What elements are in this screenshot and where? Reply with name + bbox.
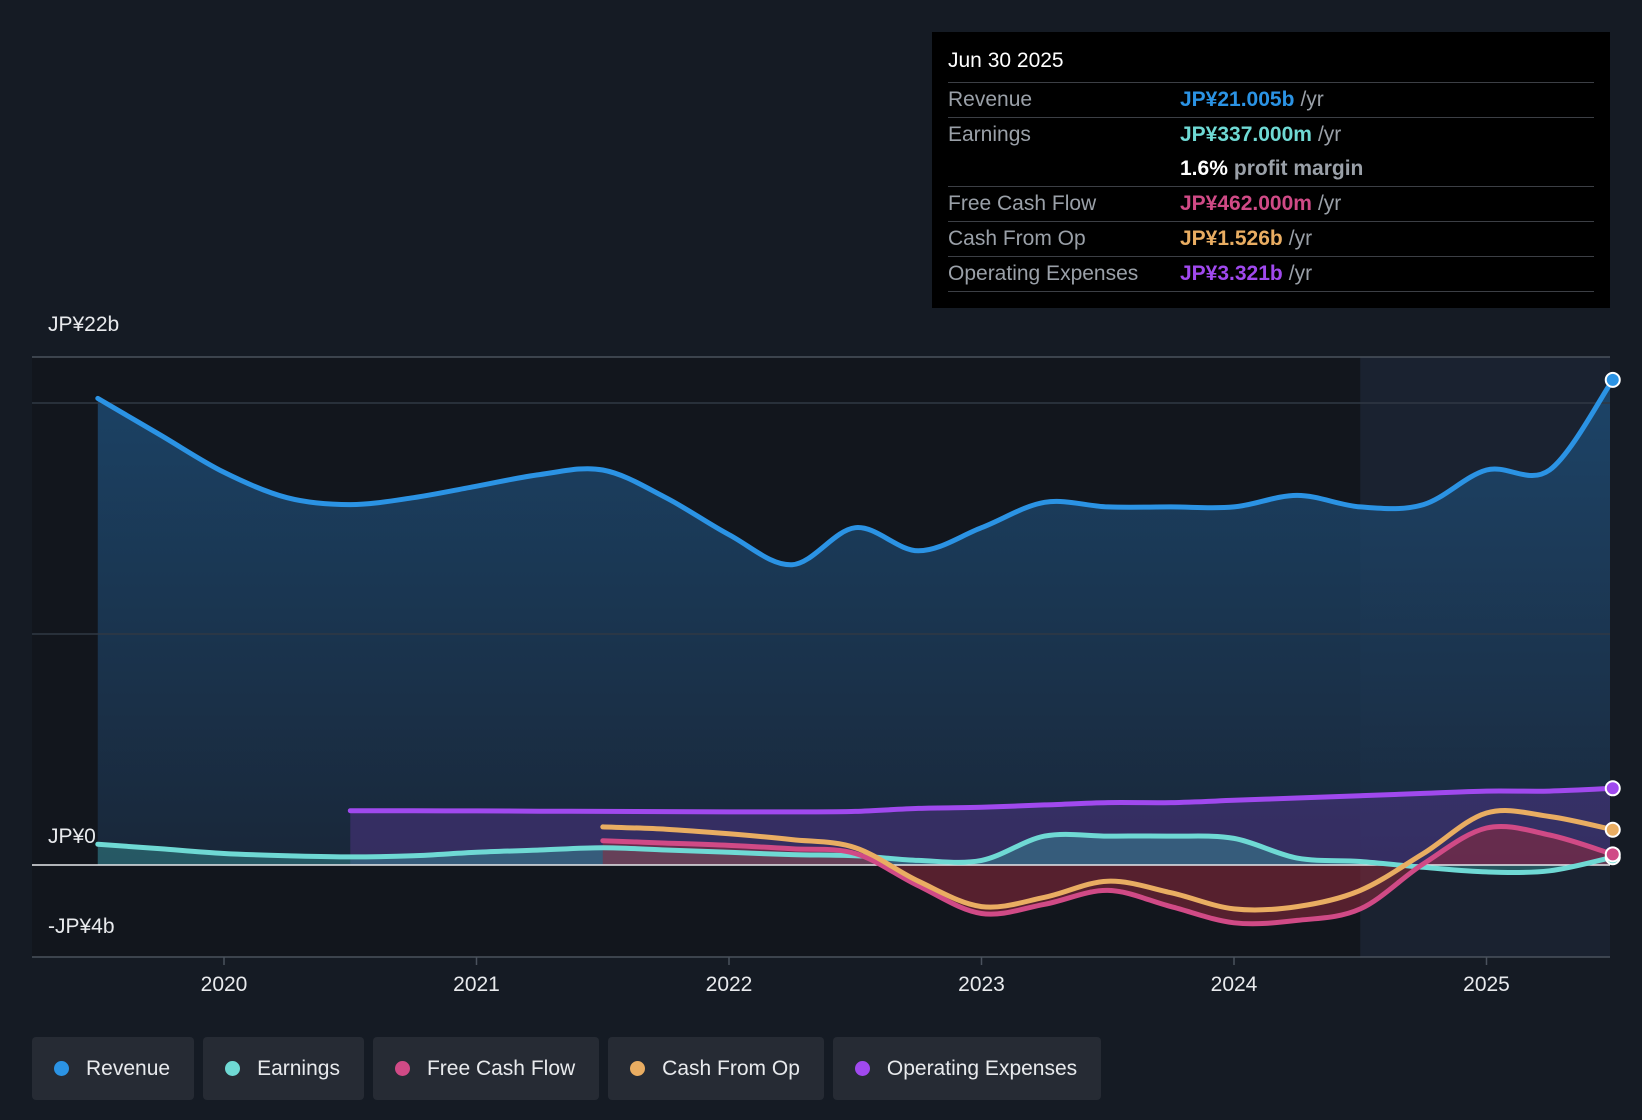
free-cash-flow-dot-icon — [394, 1061, 410, 1076]
legend-item-free-cash-flow[interactable]: Free Cash Flow — [372, 1037, 600, 1100]
operating-expenses-dot-icon — [854, 1061, 870, 1076]
free-cash-flow-end-marker — [1604, 846, 1621, 863]
tooltip-unit: /yr — [1317, 192, 1342, 215]
cash-from-op-end-marker — [1604, 821, 1621, 838]
y-tick-label: JP¥0 — [48, 825, 96, 848]
data-tooltip: Jun 30 2025 Revenue JP¥21.005b /yr Earni… — [932, 32, 1610, 308]
x-tick-label: 2022 — [706, 973, 753, 996]
revenue-area — [97, 384, 1610, 865]
tooltip-label: Revenue — [948, 88, 1033, 111]
legend-item-operating-expenses[interactable]: Operating Expenses — [832, 1037, 1102, 1100]
cash-from-op-dot-icon — [630, 1061, 646, 1076]
revenue-line — [95, 377, 1616, 568]
tooltip-unit: /yr — [1317, 123, 1342, 146]
legend-item-cash-from-op[interactable]: Cash From Op — [608, 1037, 824, 1100]
earnings-area — [97, 834, 1610, 873]
revenue-end-marker — [1604, 371, 1621, 388]
tooltip-value: JP¥21.005b — [1180, 88, 1295, 111]
legend-item-revenue[interactable]: Revenue — [32, 1037, 195, 1100]
tooltip-row-earnings: Earnings JP¥337.000m /yr — [948, 117, 1594, 152]
tooltip-date: Jun 30 2025 — [948, 49, 1064, 72]
chart-svg: JP¥22b JP¥0 -JP¥4b 2020 2021 2022 2023 2024 2025 — [32, 313, 1621, 996]
tooltip-row-free-cash-flow: Free Cash Flow JP¥462.000m /yr — [948, 186, 1594, 221]
legend-label: Free Cash Flow — [426, 1056, 576, 1080]
tooltip-row-cash-from-op: Cash From Op JP¥1.526b /yr — [948, 221, 1594, 256]
x-tick-label: 2023 — [958, 973, 1005, 996]
tooltip-label: Earnings — [948, 123, 1031, 146]
cash-from-op-line — [600, 808, 1616, 913]
y-tick-label: -JP¥4b — [48, 915, 115, 938]
operating-expenses-end-marker — [1604, 780, 1621, 797]
operating-expenses-line — [347, 785, 1616, 815]
plot-group — [97, 384, 1610, 924]
tooltip-row-revenue: Revenue JP¥21.005b /yr — [948, 82, 1594, 117]
tooltip-value: JP¥3.321b — [1180, 262, 1283, 285]
tooltip-unit: /yr — [1300, 88, 1324, 111]
tooltip-value: JP¥1.526b — [1180, 227, 1283, 250]
tooltip-value: JP¥337.000m — [1180, 123, 1312, 146]
legend-label: Cash From Op — [662, 1056, 800, 1080]
x-tick-label: 2025 — [1463, 973, 1510, 996]
free-cash-flow-area — [602, 826, 1610, 924]
y-tick-label: JP¥22b — [48, 313, 119, 336]
tooltip-label: Operating Expenses — [948, 262, 1139, 285]
tooltip-row-profit-margin: 1.6% profit margin — [948, 152, 1594, 186]
tooltip-unit: /yr — [1288, 262, 1313, 285]
earnings-dot-icon — [225, 1061, 241, 1076]
legend-label: Revenue — [86, 1056, 171, 1080]
tooltip-label: Cash From Op — [948, 227, 1086, 250]
chart-legend: Revenue Earnings Free Cash Flow Cash Fro… — [32, 1037, 1102, 1100]
tooltip-value: JP¥462.000m — [1180, 192, 1312, 215]
x-tick-label: 2024 — [1211, 973, 1258, 996]
tooltip-unit: /yr — [1288, 227, 1313, 250]
x-tick-label: 2020 — [201, 973, 248, 996]
x-tick-label: 2021 — [453, 973, 500, 996]
legend-label: Earnings — [257, 1056, 340, 1080]
tooltip-row-operating-expenses: Operating Expenses JP¥3.321b /yr — [948, 256, 1594, 292]
tooltip-label: Free Cash Flow — [948, 192, 1097, 215]
free-cash-flow-line — [600, 823, 1616, 927]
legend-label: Operating Expenses — [886, 1056, 1078, 1080]
legend-item-earnings[interactable]: Earnings — [203, 1037, 364, 1100]
tooltip-value: 1.6% — [1180, 157, 1228, 180]
revenue-dot-icon — [54, 1061, 69, 1076]
tooltip-unit: profit margin — [1233, 157, 1364, 180]
